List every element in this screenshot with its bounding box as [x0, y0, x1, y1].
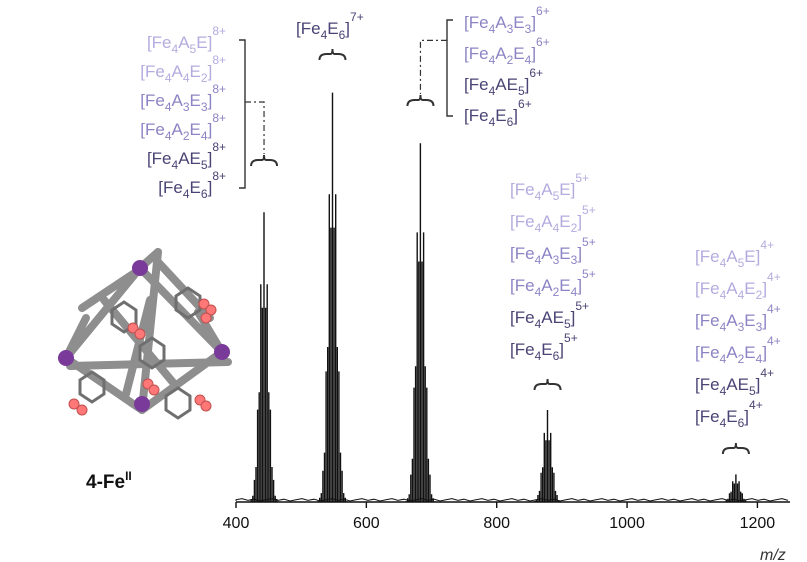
ion-label-4-4: [Fe4AE5]4+	[695, 366, 774, 398]
label-bracket-2	[446, 19, 453, 117]
x-tick-label-3: 1000	[609, 515, 645, 532]
ion-label-2-2: [Fe4AE5]6+	[464, 66, 543, 98]
compound-label-superscript: II	[125, 469, 132, 483]
x-axis-ticks: 400 600 800 1000 1200	[223, 502, 776, 532]
x-tick-label-4: 1200	[740, 515, 776, 532]
ion-label-4-5: [Fe4E6]4+	[695, 398, 763, 430]
ion-label-3-5: [Fe4E6]5+	[510, 331, 578, 363]
ion-label-4-2: [Fe4A3E3]4+	[695, 302, 781, 334]
ion-label-4-1: [Fe4A4E2]4+	[695, 270, 781, 302]
ion-label-0-0: [Fe4A5E]8+	[147, 24, 226, 56]
cage-structure-illustration	[58, 248, 232, 420]
peak-2	[403, 143, 438, 502]
ion-label-3-1: [Fe4A4E2]5+	[510, 203, 596, 235]
label-connector-2	[419, 39, 447, 94]
ion-label-0-2: [Fe4A3E3]8+	[140, 82, 226, 114]
x-tick-label-1: 600	[353, 515, 380, 532]
peak-0	[247, 212, 281, 502]
ion-label-0-3: [Fe4A2E4]8+	[140, 111, 226, 143]
ion-label-4-0: [Fe4A5E]4+	[695, 238, 774, 270]
compound-label: 4-FeII	[86, 469, 132, 493]
peak-brace-3	[533, 378, 562, 391]
ion-label-3-0: [Fe4A5E]5+	[510, 171, 589, 203]
ion-label-0-5: [Fe4E6]8+	[158, 169, 226, 201]
ion-label-4-3: [Fe4A2E4]4+	[695, 334, 781, 366]
ion-label-3-2: [Fe4A3E3]5+	[510, 235, 596, 267]
peak-brace-2	[406, 94, 435, 107]
ion-label-3-4: [Fe4AE5]5+	[510, 299, 589, 331]
peak-brace-1	[318, 48, 347, 61]
peak-1	[315, 92, 350, 502]
ion-label-1-0: [Fe4E6]7+	[296, 10, 364, 42]
x-axis-label: m/z	[760, 547, 786, 562]
ion-label-0-1: [Fe4A4E2]8+	[140, 53, 226, 85]
peak-brace-4	[721, 442, 750, 455]
x-tick-label-2: 800	[483, 515, 510, 532]
ion-label-3-3: [Fe4A2E4]5+	[510, 267, 596, 299]
peak-3	[530, 410, 565, 502]
peak-brace-0	[250, 154, 279, 167]
ion-label-2-1: [Fe4A2E4]6+	[464, 35, 550, 67]
label-bracket-0	[239, 39, 246, 189]
ion-label-2-3: [Fe4E6]6+	[464, 97, 532, 129]
ion-labels: [Fe4A5E]8+[Fe4A4E2]8+[Fe4A3E3]8+[Fe4A2E4…	[140, 4, 780, 430]
x-tick-label-0: 400	[223, 515, 250, 532]
label-connector-0	[245, 101, 265, 154]
peak-brackets	[239, 19, 750, 455]
ion-label-0-4: [Fe4AE5]8+	[147, 140, 226, 172]
spectrum-baseline	[235, 498, 789, 502]
compound-label-main: 4-Fe	[86, 472, 125, 493]
ion-label-2-0: [Fe4A3E3]6+	[464, 4, 550, 36]
peak-4	[720, 474, 751, 502]
